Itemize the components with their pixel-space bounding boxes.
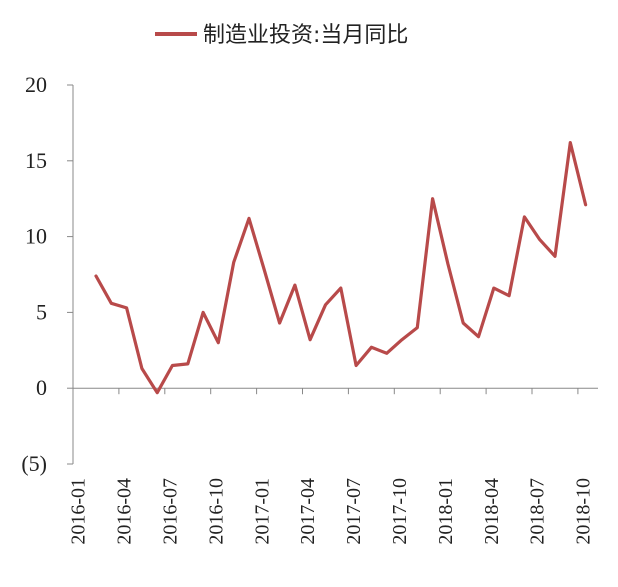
y-tick-label: (5) <box>21 451 47 476</box>
x-tick-label: 2016-04 <box>114 478 136 545</box>
x-tick-label: 2018-10 <box>573 478 595 545</box>
x-tick-label: 2017-07 <box>343 478 365 545</box>
x-tick-label: 2017-10 <box>389 478 411 545</box>
x-tick-label: 2018-04 <box>481 478 503 545</box>
x-tick-label: 2018-01 <box>435 478 457 545</box>
y-tick-label: 5 <box>36 299 47 324</box>
axes <box>72 85 598 464</box>
series-line <box>94 141 588 395</box>
x-tick-label: 2018-07 <box>527 478 549 545</box>
x-axis-ticks: 2016-01 2016-04 2016-07 2016-10 2017-01 2017-… <box>68 388 595 545</box>
x-tick-label: 2016-10 <box>205 478 227 545</box>
x-tick-label: 2016-07 <box>159 478 181 545</box>
y-tick-label: 10 <box>25 224 47 249</box>
series-group <box>94 141 588 395</box>
y-tick-label: 15 <box>25 148 47 173</box>
x-tick-label: 2017-04 <box>297 478 319 545</box>
y-tick-label: 20 <box>25 72 47 97</box>
y-tick-label: 0 <box>36 375 47 400</box>
x-tick-label: 2017-01 <box>251 478 273 545</box>
y-axis-ticks: 20 15 10 5 0 (5) <box>21 72 73 476</box>
legend: 制造业投资:当月同比 <box>155 23 408 48</box>
legend-label: 制造业投资:当月同比 <box>203 23 408 48</box>
x-tick-label: 2016-01 <box>68 478 90 545</box>
